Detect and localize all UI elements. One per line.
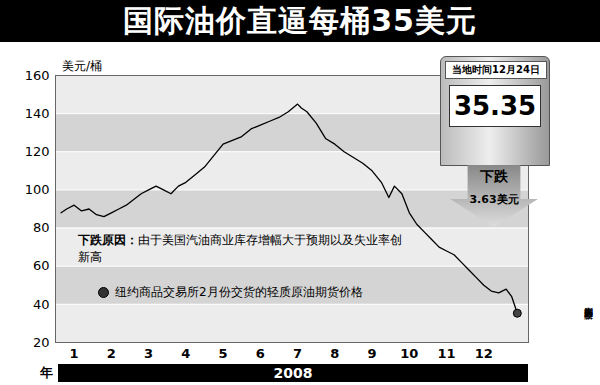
svg-text:10: 10 xyxy=(400,346,418,361)
html-text:2008: 2008 xyxy=(273,365,313,381)
svg-text:120: 120 xyxy=(25,144,50,159)
html-text:美元/桶: 美元/桶 xyxy=(62,59,102,73)
html-text:35.35: 35.35 xyxy=(453,91,537,121)
svg-text:80: 80 xyxy=(33,220,50,235)
svg-text:8: 8 xyxy=(330,346,339,361)
svg-text:11: 11 xyxy=(438,346,456,361)
svg-text:1: 1 xyxy=(70,346,79,361)
svg-text:4: 4 xyxy=(181,346,190,361)
html-text:下跌原因：由于美国汽油商业库存增幅大于预期以及失业率创新高: 下跌原因：由于美国汽油商业库存增幅大于预期以及失业率创新高 xyxy=(78,233,402,264)
svg-text:2: 2 xyxy=(107,346,116,361)
svg-text:160: 160 xyxy=(25,68,50,83)
svg-text:3: 3 xyxy=(144,346,153,361)
svg-text:60: 60 xyxy=(33,258,50,273)
svg-text:40: 40 xyxy=(33,297,50,312)
html-text:年: 年 xyxy=(40,365,53,380)
html-text:3.63美元: 3.63美元 xyxy=(469,193,519,206)
html-text:当地时间12月24日: 当地时间12月24日 xyxy=(452,64,540,75)
svg-text:6: 6 xyxy=(256,346,265,361)
svg-text:5: 5 xyxy=(219,346,228,361)
html-text:国际油价直逼每桶35美元: 国际油价直逼每桶35美元 xyxy=(123,3,477,38)
svg-text:20: 20 xyxy=(33,335,50,350)
svg-text:12: 12 xyxy=(475,346,493,361)
html-text:下跌: 下跌 xyxy=(480,168,508,184)
html-text:周大庆编制 新华社发: 周大庆编制 新华社发 xyxy=(584,300,594,303)
html-text:纽约商品交易所2月份交货的轻质原油期货价格: 纽约商品交易所2月份交货的轻质原油期货价格 xyxy=(115,285,363,299)
svg-text:9: 9 xyxy=(368,346,377,361)
svg-text:140: 140 xyxy=(25,106,50,121)
svg-text:100: 100 xyxy=(25,182,50,197)
svg-text:7: 7 xyxy=(293,346,302,361)
